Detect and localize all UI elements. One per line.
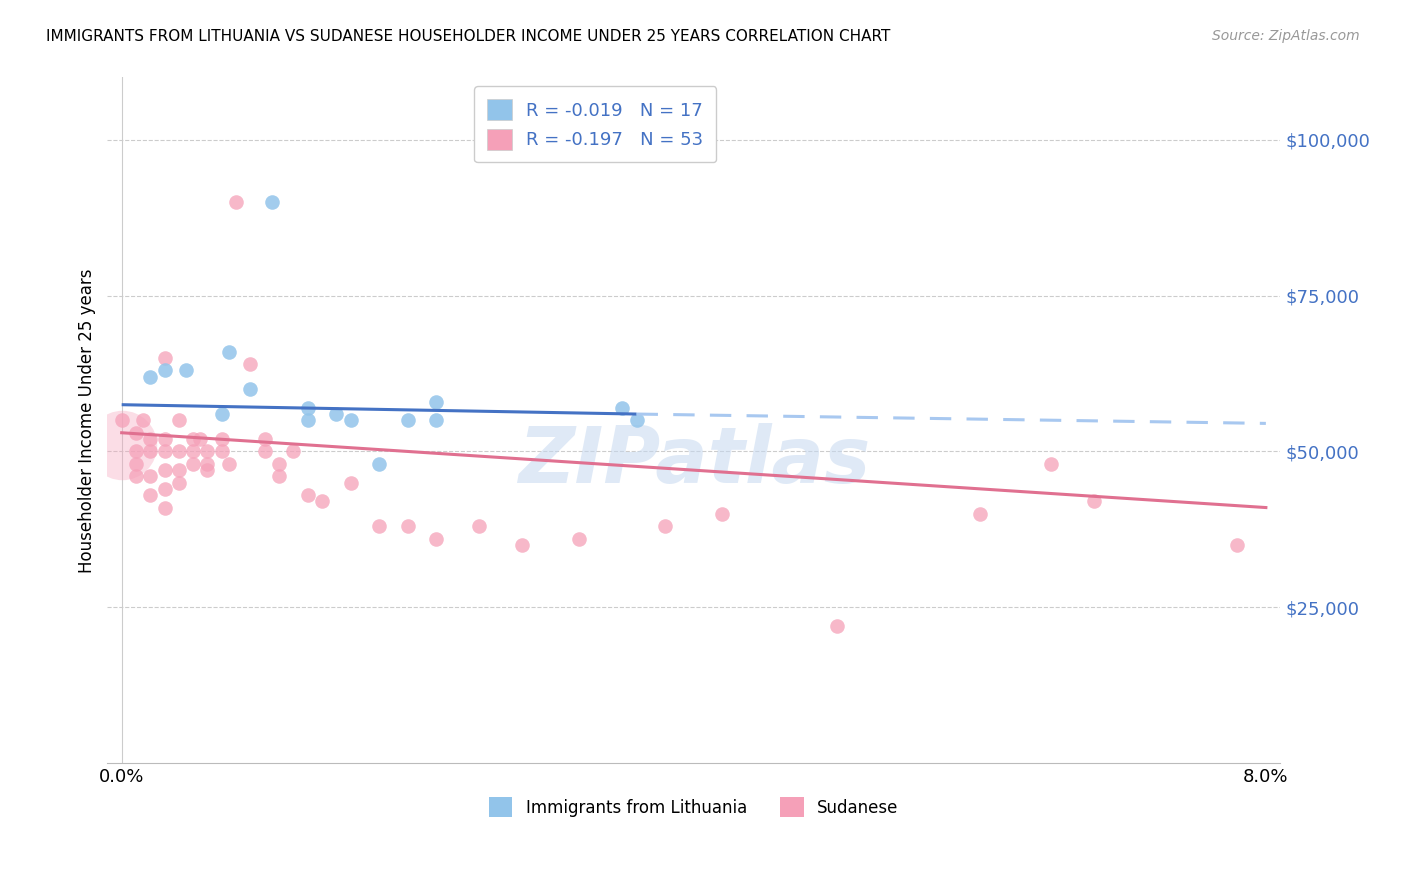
Point [612,401,634,415]
Point [153,432,176,446]
Point [468,519,491,533]
Point [825,619,848,633]
Point [1083,494,1105,508]
Point [139,432,162,446]
Point [139,444,162,458]
Point [139,469,162,483]
Point [267,457,290,471]
Point [339,475,361,490]
Point [153,444,176,458]
Point [125,444,148,458]
Point [111,413,134,427]
Point [197,444,219,458]
Point [125,425,148,440]
Point [239,382,262,396]
Point [253,444,276,458]
Point [297,413,319,427]
Point [125,469,148,483]
Point [139,488,162,502]
Text: IMMIGRANTS FROM LITHUANIA VS SUDANESE HOUSEHOLDER INCOME UNDER 25 YEARS CORRELAT: IMMIGRANTS FROM LITHUANIA VS SUDANESE HO… [46,29,891,45]
Point [1040,457,1063,471]
Point [197,457,219,471]
Point [396,413,419,427]
Point [239,357,262,371]
Point [153,500,176,515]
Point [125,457,148,471]
Text: ZIPatlas: ZIPatlas [517,424,870,500]
Point [167,463,190,477]
Point [1226,538,1249,552]
Point [969,507,991,521]
Point [253,432,276,446]
Y-axis label: Householder Income Under 25 years: Householder Income Under 25 years [79,268,96,573]
Point [167,475,190,490]
Point [260,195,283,210]
Point [368,519,391,533]
Point [425,413,447,427]
Point [181,444,204,458]
Point [311,494,333,508]
Point [153,482,176,496]
Point [197,463,219,477]
Point [153,363,176,377]
Point [218,344,240,359]
Point [188,432,211,446]
Point [267,469,290,483]
Point [211,444,233,458]
Point [132,413,155,427]
Point [711,507,734,521]
Point [425,394,447,409]
Point [510,538,533,552]
Point [325,407,347,421]
Point [297,401,319,415]
Point [167,444,190,458]
Point [339,413,361,427]
Point [111,438,134,452]
Point [568,532,591,546]
Point [225,195,247,210]
Point [211,407,233,421]
Point [174,363,197,377]
Point [654,519,676,533]
Point [297,488,319,502]
Point [167,413,190,427]
Point [153,351,176,365]
Point [368,457,391,471]
Point [181,457,204,471]
Text: Source: ZipAtlas.com: Source: ZipAtlas.com [1212,29,1360,44]
Point [139,369,162,384]
Point [218,457,240,471]
Point [153,463,176,477]
Legend: Immigrants from Lithuania, Sudanese: Immigrants from Lithuania, Sudanese [482,791,905,823]
Point [396,519,419,533]
Point [626,413,648,427]
Point [181,432,204,446]
Point [211,432,233,446]
Point [425,532,447,546]
Point [283,444,305,458]
